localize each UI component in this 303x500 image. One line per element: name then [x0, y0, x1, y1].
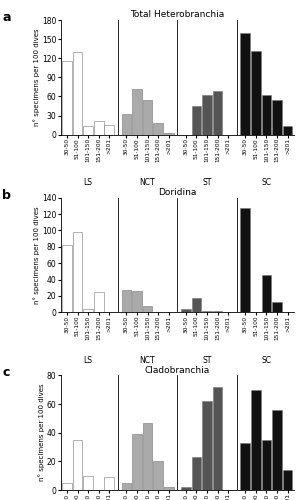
Bar	[83, 126, 93, 134]
Bar	[283, 470, 292, 490]
Title: Total Heterobranchia: Total Heterobranchia	[130, 10, 225, 19]
Bar	[261, 274, 271, 312]
Text: LS: LS	[84, 356, 93, 365]
Bar	[122, 114, 131, 134]
Bar	[261, 440, 271, 490]
Bar	[191, 106, 201, 134]
Bar	[272, 302, 282, 312]
Bar	[83, 476, 93, 490]
Bar	[181, 487, 191, 490]
Bar	[132, 291, 142, 312]
Bar	[181, 309, 191, 312]
Bar	[132, 89, 142, 134]
Bar	[132, 434, 142, 490]
Bar	[241, 208, 250, 312]
Bar	[272, 410, 282, 490]
Bar	[202, 310, 212, 312]
Text: ST: ST	[202, 178, 212, 187]
Bar	[283, 126, 292, 134]
Text: ST: ST	[202, 356, 212, 365]
Bar	[191, 457, 201, 490]
Bar	[202, 95, 212, 134]
Text: SC: SC	[261, 178, 271, 187]
Bar	[153, 123, 163, 134]
Bar	[62, 245, 72, 312]
Bar	[122, 483, 131, 490]
Text: NCT: NCT	[140, 356, 155, 365]
Title: Doridina: Doridina	[158, 188, 196, 197]
Text: a: a	[2, 11, 11, 24]
Text: SC: SC	[261, 356, 271, 365]
Bar	[122, 290, 131, 312]
Bar	[213, 387, 222, 490]
Bar	[213, 92, 222, 134]
Bar	[191, 298, 201, 312]
Bar	[143, 100, 152, 134]
Bar	[261, 95, 271, 134]
Title: Cladobranchia: Cladobranchia	[145, 366, 210, 374]
Bar	[73, 232, 82, 312]
Bar	[62, 483, 72, 490]
Bar	[94, 292, 104, 312]
Bar	[202, 401, 212, 490]
Y-axis label: n° specimens per 100 dives: n° specimens per 100 dives	[38, 384, 45, 482]
Bar	[104, 477, 114, 490]
Bar	[104, 125, 114, 134]
Bar	[153, 462, 163, 490]
Y-axis label: n° specimens per 100 dives: n° specimens per 100 dives	[33, 28, 40, 126]
Bar	[241, 442, 250, 490]
Bar	[143, 306, 152, 312]
Y-axis label: n° specimens per 100 dives: n° specimens per 100 dives	[33, 206, 40, 304]
Bar	[164, 487, 174, 490]
Bar	[251, 390, 261, 490]
Bar	[73, 52, 82, 134]
Bar	[251, 50, 261, 134]
Bar	[73, 440, 82, 490]
Text: NCT: NCT	[140, 178, 155, 187]
Bar	[241, 32, 250, 134]
Text: b: b	[2, 188, 11, 202]
Bar	[83, 309, 93, 312]
Text: c: c	[2, 366, 10, 379]
Bar	[143, 422, 152, 490]
Bar	[94, 120, 104, 134]
Text: LS: LS	[84, 178, 93, 187]
Bar	[272, 100, 282, 134]
Bar	[62, 62, 72, 134]
